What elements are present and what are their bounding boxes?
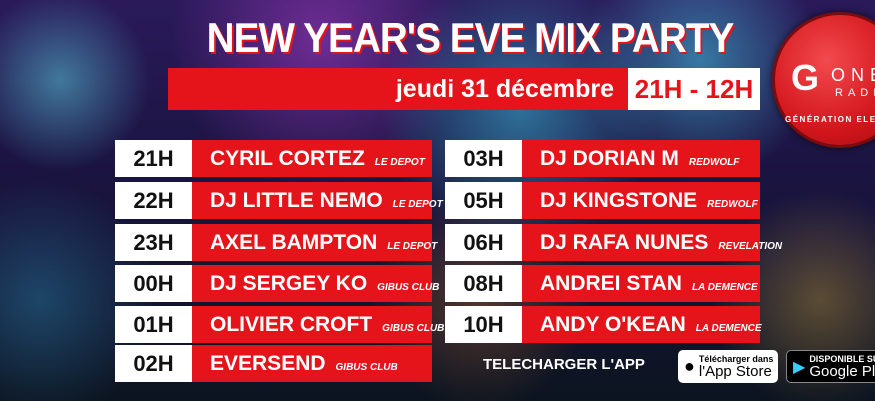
- googleplay-small: DISPONIBLE SUR: [809, 353, 875, 364]
- venue: LE DEPOT: [374, 157, 425, 168]
- set-time: 05H: [445, 182, 522, 219]
- google-play-button[interactable]: ▶ DISPONIBLE SURGoogle Play: [786, 350, 875, 383]
- venue: LA DEMENCE: [695, 323, 762, 334]
- apple-icon: ●: [684, 356, 695, 376]
- set-time: 03H: [445, 140, 522, 177]
- lineup-row: 06H DJ RAFA NUNES REVELATION: [445, 224, 782, 261]
- logo-one: ONE: [831, 65, 875, 85]
- set-time: 02H: [115, 345, 192, 382]
- venue: GIBUS CLUB: [377, 282, 440, 293]
- dj-name: DJ SERGEY KO: [210, 272, 368, 295]
- googleplay-big: Google Play: [809, 362, 875, 380]
- dj-cell: ANDY O'KEAN LA DEMENCE: [522, 306, 762, 343]
- venue: GIBUS CLUB: [382, 323, 445, 334]
- set-time: 23H: [115, 224, 192, 261]
- dj-name: AXEL BAMPTON: [210, 231, 378, 254]
- set-time: 01H: [115, 306, 192, 343]
- lineup-row: 00H DJ SERGEY KO GIBUS CLUB: [115, 265, 439, 302]
- lineup-row: 08H ANDREI STAN LA DEMENCE: [445, 265, 760, 302]
- lineup-row: 05H DJ KINGSTONE REDWOLF: [445, 182, 760, 219]
- gone-radio-logo: G ONE RADIO GÉNÉRATION ELECTRO: [772, 12, 875, 148]
- logo-radio: RADIO: [835, 87, 875, 99]
- dj-name: EVERSEND: [210, 352, 326, 375]
- venue: REDWOLF: [707, 199, 758, 210]
- set-time: 06H: [445, 224, 522, 261]
- dj-cell: EVERSEND GIBUS CLUB: [192, 345, 432, 382]
- dj-cell: DJ RAFA NUNES REVELATION: [522, 224, 782, 261]
- lineup-row: 22H DJ LITTLE NEMO LE DEPOT: [115, 182, 443, 219]
- set-time: 22H: [115, 182, 192, 219]
- lineup-row: 03H DJ DORIAN M REDWOLF: [445, 140, 760, 177]
- appstore-big: l'App Store: [698, 362, 772, 380]
- lineup-row: 23H AXEL BAMPTON LE DEPOT: [115, 224, 437, 261]
- dj-name: DJ KINGSTONE: [540, 189, 698, 212]
- dj-name: CYRIL CORTEZ: [210, 147, 365, 170]
- dj-cell: DJ LITTLE NEMO LE DEPOT: [192, 182, 443, 219]
- dj-cell: AXEL BAMPTON LE DEPOT: [192, 224, 437, 261]
- logo-tagline: GÉNÉRATION ELECTRO: [785, 115, 875, 124]
- play-icon: ▶: [793, 358, 806, 376]
- dj-cell: DJ KINGSTONE REDWOLF: [522, 182, 760, 219]
- dj-name: DJ DORIAN M: [540, 147, 679, 170]
- dj-name: ANDY O'KEAN: [540, 313, 686, 336]
- download-label: TELECHARGER L'APP: [483, 356, 645, 373]
- dj-name: DJ RAFA NUNES: [540, 231, 709, 254]
- event-date: jeudi 31 décembre: [168, 68, 628, 110]
- set-time: 08H: [445, 265, 522, 302]
- set-time: 21H: [115, 140, 192, 177]
- dj-name: OLIVIER CROFT: [210, 313, 373, 336]
- lineup-row: 01H OLIVIER CROFT GIBUS CLUB: [115, 306, 444, 343]
- set-time: 00H: [115, 265, 192, 302]
- lineup-row: 21H CYRIL CORTEZ LE DEPOT: [115, 140, 432, 177]
- dj-cell: CYRIL CORTEZ LE DEPOT: [192, 140, 432, 177]
- venue: LA DEMENCE: [691, 282, 758, 293]
- venue: REVELATION: [718, 241, 783, 252]
- event-hours: 21H - 12H: [628, 68, 760, 110]
- dj-cell: ANDREI STAN LA DEMENCE: [522, 265, 760, 302]
- dj-cell: DJ SERGEY KO GIBUS CLUB: [192, 265, 439, 302]
- dj-cell: DJ DORIAN M REDWOLF: [522, 140, 760, 177]
- event-title: NEW YEAR'S EVE MIX PARTY: [206, 14, 735, 61]
- venue: REDWOLF: [688, 157, 740, 168]
- appstore-small: Télécharger dans: [698, 353, 774, 364]
- venue: GIBUS CLUB: [335, 362, 398, 373]
- logo-letter: G: [791, 57, 820, 98]
- lineup-row: 02H EVERSEND GIBUS CLUB: [115, 345, 432, 382]
- venue: LE DEPOT: [392, 199, 443, 210]
- dj-cell: OLIVIER CROFT GIBUS CLUB: [192, 306, 444, 343]
- dj-name: DJ LITTLE NEMO: [210, 189, 383, 212]
- app-store-button[interactable]: ● Télécharger dans l'App Store: [678, 350, 778, 383]
- dj-name: ANDREI STAN: [540, 272, 682, 295]
- venue: LE DEPOT: [387, 241, 438, 252]
- set-time: 10H: [445, 306, 522, 343]
- lineup-row: 10H ANDY O'KEAN LA DEMENCE: [445, 306, 762, 343]
